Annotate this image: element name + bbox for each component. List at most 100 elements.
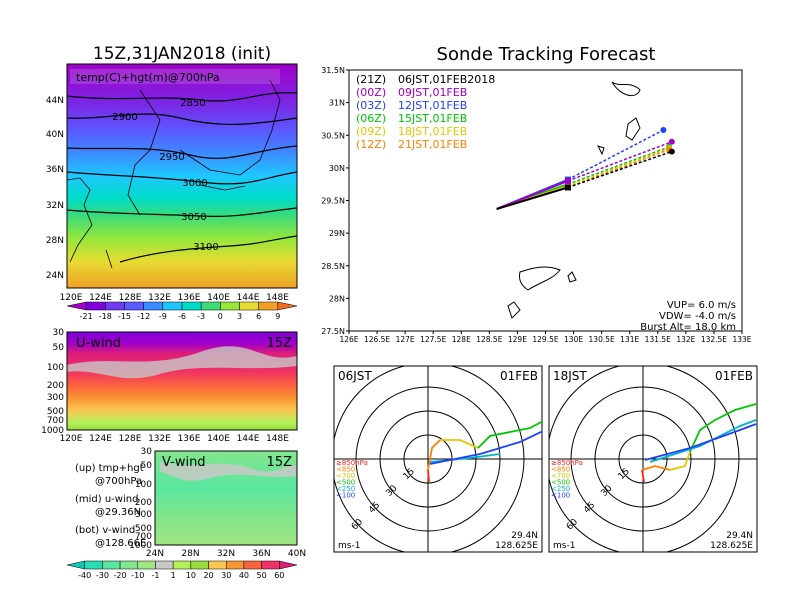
map-lat-tick: 28N bbox=[46, 236, 64, 246]
track-ascent-line bbox=[496, 179, 569, 210]
track-descent-line bbox=[567, 129, 664, 181]
map-lon-tick: 128E bbox=[119, 293, 142, 303]
map-lon-tick: 132E bbox=[148, 293, 171, 303]
uwind-label: U-wind bbox=[76, 336, 121, 351]
track-burst-marker bbox=[564, 184, 571, 191]
wind-colorbar-swatch bbox=[243, 560, 262, 570]
uwind-panel: U-wind 15Z bbox=[66, 331, 298, 431]
hodograph-level-label: <700 bbox=[336, 472, 355, 480]
contour-label-2950: 2950 bbox=[159, 152, 184, 163]
uwind-pressure-tick: 30 bbox=[53, 328, 65, 338]
uwind-pressure-tick: 200 bbox=[47, 381, 64, 391]
contour-2900 bbox=[67, 113, 297, 126]
temp-colorbar-label: 3 bbox=[237, 312, 242, 321]
tracking-lon-tick: 126E bbox=[339, 335, 358, 344]
temp-colorbar-label: -9 bbox=[159, 312, 167, 321]
hodograph-time: 06JST bbox=[338, 369, 372, 383]
vwind-pressure-tick: 200 bbox=[135, 498, 152, 508]
hodograph-time: 18JST bbox=[553, 369, 587, 383]
map-label-box bbox=[70, 69, 280, 84]
tracking-lat-tick: 30N bbox=[329, 164, 345, 173]
contour-3000 bbox=[67, 171, 297, 185]
wind-colorbar-swatch bbox=[66, 560, 85, 570]
hodograph-lon: 128.625E bbox=[495, 541, 538, 551]
wind-colorbar-label: -10 bbox=[131, 571, 144, 580]
map-lat-ticks: 44N 40N 36N 32N 28N 24N bbox=[46, 96, 64, 281]
wind-colorbar-swatch bbox=[102, 560, 121, 570]
uwind-pressure-tick: 300 bbox=[47, 393, 64, 403]
tracking-lat-tick: 31N bbox=[329, 99, 345, 108]
map-lat-tick: 36N bbox=[46, 165, 64, 175]
uwind-pressure-tick: 50 bbox=[53, 343, 65, 353]
hodograph-trace bbox=[649, 419, 757, 463]
uwind-pressure-tick: 100 bbox=[47, 363, 64, 373]
contour-3100 bbox=[119, 235, 297, 263]
wind-colorbar-swatch bbox=[225, 560, 245, 570]
track-landing-marker bbox=[660, 127, 667, 134]
track-ascent-line bbox=[496, 186, 569, 210]
tracking-lon-tick: 128E bbox=[452, 335, 471, 344]
uwind-lon-tick: 120E bbox=[60, 434, 83, 444]
uwind-lon-ticks: 120E 124E 128E 132E 136E 140E 144E 148E bbox=[60, 434, 290, 444]
vwind-pressure-tick: 1000 bbox=[129, 541, 152, 551]
contour-label-2850: 2850 bbox=[180, 98, 205, 109]
vwind-lat-tick: 32N bbox=[217, 549, 235, 559]
contour-3050 bbox=[67, 207, 297, 217]
wind-colorbar-swatch bbox=[155, 560, 174, 570]
tracking-legend-code: (03Z) bbox=[356, 99, 386, 112]
temp-colorbar-swatch bbox=[181, 301, 202, 311]
tracking-lon-tick: 129.5E bbox=[532, 335, 558, 344]
tracking-legend-code: (21Z) bbox=[356, 73, 386, 86]
tracking-lat-tick: 30.5N bbox=[321, 131, 345, 140]
uwind-pressure-tick: 500 bbox=[47, 407, 64, 417]
tracking-legend-time: 21JST,01FEB bbox=[398, 138, 467, 151]
vwind-lat-ticks: 24N 28N 32N 36N 40N bbox=[146, 549, 306, 559]
tracking-lon-tick: 130.5E bbox=[589, 335, 615, 344]
map-lat-tick: 24N bbox=[46, 271, 64, 281]
left-legend: (up) tmp+hgt @700hPa (mid) u-wind @29.36… bbox=[75, 463, 146, 549]
tracking-frame bbox=[348, 69, 743, 332]
vwind-pressure-tick: 700 bbox=[135, 532, 152, 542]
track-descent-line bbox=[567, 147, 670, 187]
vwind-pressure-tick: 30 bbox=[141, 447, 153, 457]
wind-colorbar-label: -1 bbox=[151, 571, 159, 580]
tracking-lon-tick: 131.5E bbox=[645, 335, 671, 344]
hodograph-trace bbox=[641, 465, 671, 471]
map-lon-tick: 120E bbox=[60, 293, 83, 303]
uwind-lon-tick: 132E bbox=[148, 434, 171, 444]
map-lon-tick: 124E bbox=[89, 293, 112, 303]
wind-colorbar-swatch bbox=[279, 560, 298, 570]
hodograph-trace bbox=[669, 451, 691, 471]
tracking-lat-tick: 28N bbox=[329, 294, 345, 303]
hodograph-trace bbox=[689, 403, 757, 453]
hodograph-date: 01FEB bbox=[715, 369, 753, 383]
hodograph-level-label: <850 bbox=[336, 466, 355, 474]
hodograph-trace bbox=[477, 420, 542, 449]
uwind-lon-tick: 140E bbox=[207, 434, 230, 444]
tracking-title: Sonde Tracking Forecast bbox=[437, 44, 656, 65]
vwind-lat-tick: 40N bbox=[288, 549, 306, 559]
vwind-label: V-wind bbox=[162, 455, 206, 470]
track-burst-marker bbox=[564, 177, 571, 184]
tracking-legend-time: 18JST,01FEB bbox=[398, 125, 467, 138]
temp-colorbar-label: 9 bbox=[275, 312, 280, 321]
map-lon-ticks: 120E 124E 128E 132E 136E 140E 144E 148E bbox=[60, 293, 290, 303]
uwind-pressure-tick: 700 bbox=[47, 416, 64, 426]
track-landing-marker bbox=[668, 148, 675, 155]
map-lon-tick: 140E bbox=[207, 293, 230, 303]
temp-colorbar-label: -18 bbox=[99, 312, 112, 321]
hodograph-lat: 29.4N bbox=[511, 531, 538, 541]
wind-colorbar-label: -30 bbox=[96, 571, 109, 580]
hodograph-trace bbox=[644, 423, 757, 461]
hodograph-level-label: <250 bbox=[551, 485, 570, 493]
contour-2850 bbox=[67, 91, 297, 102]
wind-colorbar-swatch bbox=[261, 560, 280, 570]
wind-colorbar: -40 -30 -20 -10 -1 1 10 20 30 40 50 60 bbox=[66, 560, 298, 580]
legend-line-1: (up) tmp+hgt bbox=[75, 463, 144, 474]
tracking-legend-time: 09JST,01FEB bbox=[398, 86, 467, 99]
contour-2950 bbox=[67, 145, 297, 159]
track-descent-line bbox=[567, 150, 673, 189]
